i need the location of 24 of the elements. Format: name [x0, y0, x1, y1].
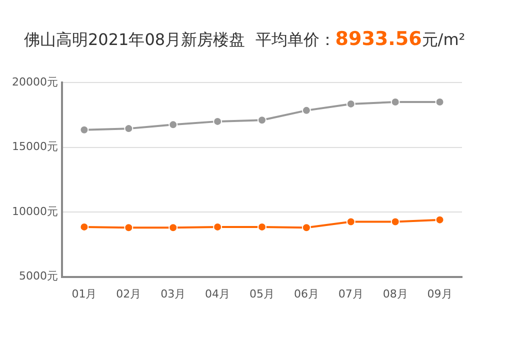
x-tick-label: 05月	[249, 287, 274, 300]
x-tick-label: 03月	[160, 287, 186, 300]
x-tick-label: 02月	[116, 287, 142, 300]
x-tick-label: 01月	[72, 287, 97, 300]
point	[390, 217, 400, 226]
point	[346, 217, 356, 226]
x-tick-label: 09月	[427, 287, 452, 300]
point	[302, 223, 311, 232]
point	[435, 215, 444, 224]
y-tick-label: 5000元	[18, 270, 58, 283]
y-tick-label: 20000元	[12, 75, 58, 88]
point	[168, 223, 178, 232]
point	[80, 125, 89, 134]
point	[257, 116, 266, 125]
y-tick-label: 15000元	[12, 140, 58, 154]
point	[168, 120, 178, 130]
chart-title: 佛山高明2021年08月新房楼盘 平均单价：8933.56元/m²	[23, 27, 466, 52]
x-tick-label: 08月	[382, 287, 408, 300]
x-tick-label: 07月	[338, 287, 364, 300]
y-tick-label: 10000元	[12, 204, 58, 218]
x-tick-label: 06月	[294, 287, 319, 300]
point	[124, 223, 134, 232]
point	[302, 106, 311, 115]
x-tick-label: 04月	[205, 287, 230, 300]
